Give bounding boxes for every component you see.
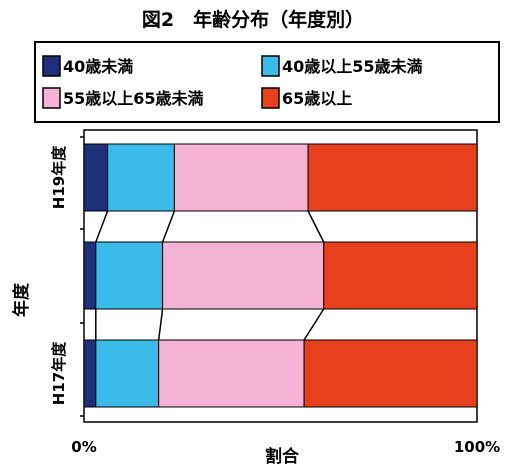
category-label-0: H19年度	[50, 145, 68, 209]
x-tick-label-0: 0%	[71, 438, 96, 456]
x-tick-label-1: 100%	[454, 438, 500, 456]
bar-segment-1-0	[83, 241, 97, 310]
category-label-2: H17年度	[50, 341, 68, 405]
legend-label-3: 65歳以上	[282, 89, 352, 108]
legend-label-1: 40歳以上55歳未満	[282, 57, 423, 76]
bar-segment-2-3	[303, 339, 478, 408]
legend-swatch-0	[42, 55, 61, 77]
bar-segment-2-0	[83, 339, 97, 408]
bar-segment-0-2	[173, 143, 309, 212]
bar-segment-2-1	[95, 339, 160, 408]
series-line-0-2	[161, 210, 176, 243]
legend-label-0: 40歳未満	[63, 57, 133, 76]
bar-segment-0-3	[307, 143, 478, 212]
series-line-1-2	[157, 308, 164, 341]
legend-box	[34, 41, 500, 123]
legend-label-2: 55歳以上65歳未満	[63, 89, 204, 108]
legend-swatch-2	[42, 87, 61, 109]
bar-segment-0-1	[107, 143, 175, 212]
bar-segment-0-0	[83, 143, 109, 212]
legend-swatch-1	[261, 55, 280, 77]
series-line-1-3	[303, 308, 325, 341]
y-axis-title: 年度	[11, 282, 32, 317]
bar-segment-1-2	[162, 241, 325, 310]
x-axis-ticks: 0% 100%	[71, 438, 500, 456]
legend: 40歳未満 40歳以上55歳未満 55歳以上65歳未満 65歳以上	[34, 41, 500, 123]
bar-segment-2-2	[158, 339, 305, 408]
series-line-0-1	[95, 210, 109, 243]
series-line-0-3	[307, 210, 325, 243]
x-axis-title: 割合	[265, 446, 300, 467]
bar-segment-1-1	[95, 241, 164, 310]
legend-swatch-3	[261, 87, 280, 109]
plot-area: H19年度 H17年度	[50, 129, 478, 423]
bar-segment-1-3	[323, 241, 478, 310]
chart-title: 図2 年齢分布（年度別）	[142, 8, 364, 31]
